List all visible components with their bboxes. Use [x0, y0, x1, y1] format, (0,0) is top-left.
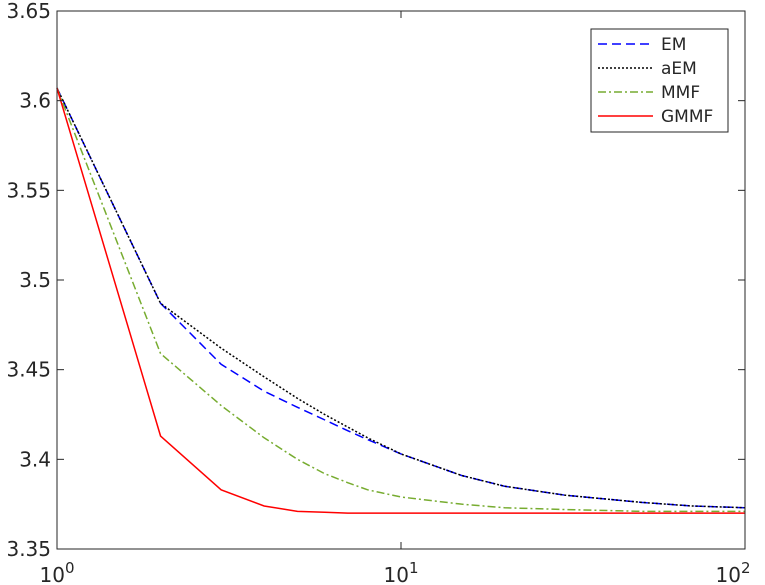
x-tick-label: 100	[40, 559, 75, 585]
legend-label-aem: aEM	[661, 59, 697, 79]
legend-label-em: EM	[661, 35, 686, 55]
y-tick-label: 3.5	[19, 268, 51, 292]
x-tick-label: 102	[716, 559, 751, 585]
y-tick-label: 3.35	[6, 537, 51, 561]
axes-box	[56, 10, 746, 550]
y-tick-label: 3.65	[6, 0, 51, 23]
x-tick-label: 101	[384, 559, 419, 585]
legend-label-gmmf: GMMF	[661, 107, 713, 127]
series-line-gmmf	[56, 87, 745, 514]
legend-box	[590, 28, 729, 133]
y-tick-label: 3.6	[19, 89, 51, 113]
tick-layer: 3.35 3.4 3.45 3.5 3.55 3.6 3.65 100 101 102	[6, 0, 750, 585]
series-line-mmf	[56, 87, 745, 513]
series-line-aem	[56, 87, 746, 509]
y-tick-label: 3.45	[6, 358, 51, 382]
series-layer	[56, 87, 746, 514]
y-tick-label: 3.55	[6, 178, 51, 202]
y-tick-label: 3.4	[19, 447, 51, 471]
legend-label-mmf: MMF	[661, 83, 700, 103]
legend: EM aEM MMF GMMF	[590, 28, 729, 133]
